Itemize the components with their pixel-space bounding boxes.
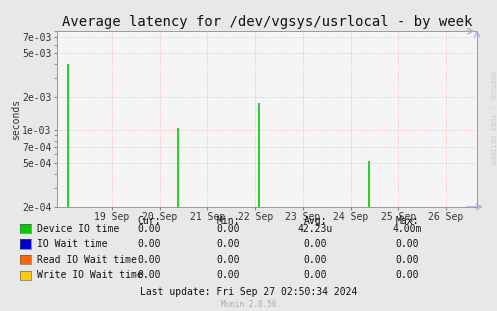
Text: 0.00: 0.00 bbox=[217, 255, 241, 265]
Text: Min:: Min: bbox=[217, 216, 241, 226]
Text: 42.23u: 42.23u bbox=[298, 224, 333, 234]
Text: 0.00: 0.00 bbox=[304, 270, 328, 280]
Text: 0.00: 0.00 bbox=[396, 270, 419, 280]
Title: Average latency for /dev/vgsys/usrlocal - by week: Average latency for /dev/vgsys/usrlocal … bbox=[62, 15, 472, 29]
Text: Read IO Wait time: Read IO Wait time bbox=[37, 255, 137, 265]
Text: 0.00: 0.00 bbox=[137, 270, 161, 280]
Text: Cur:: Cur: bbox=[137, 216, 161, 226]
Text: 0.00: 0.00 bbox=[137, 224, 161, 234]
Text: IO Wait time: IO Wait time bbox=[37, 239, 108, 249]
Text: 0.00: 0.00 bbox=[137, 239, 161, 249]
Y-axis label: seconds: seconds bbox=[11, 98, 21, 140]
Text: Write IO Wait time: Write IO Wait time bbox=[37, 270, 143, 280]
Text: 0.00: 0.00 bbox=[137, 255, 161, 265]
Text: Last update: Fri Sep 27 02:50:34 2024: Last update: Fri Sep 27 02:50:34 2024 bbox=[140, 287, 357, 297]
Text: Device IO time: Device IO time bbox=[37, 224, 119, 234]
Text: 0.00: 0.00 bbox=[217, 270, 241, 280]
Text: Max:: Max: bbox=[396, 216, 419, 226]
Text: 0.00: 0.00 bbox=[396, 255, 419, 265]
Text: 0.00: 0.00 bbox=[217, 224, 241, 234]
Text: Avg:: Avg: bbox=[304, 216, 328, 226]
Text: 0.00: 0.00 bbox=[217, 239, 241, 249]
Text: Munin 2.0.56: Munin 2.0.56 bbox=[221, 300, 276, 309]
Text: 0.00: 0.00 bbox=[304, 255, 328, 265]
Text: 0.00: 0.00 bbox=[396, 239, 419, 249]
Text: 0.00: 0.00 bbox=[304, 239, 328, 249]
Text: 4.00m: 4.00m bbox=[393, 224, 422, 234]
Text: RRDTOOL / TOBI OETIKER: RRDTOOL / TOBI OETIKER bbox=[489, 72, 495, 165]
